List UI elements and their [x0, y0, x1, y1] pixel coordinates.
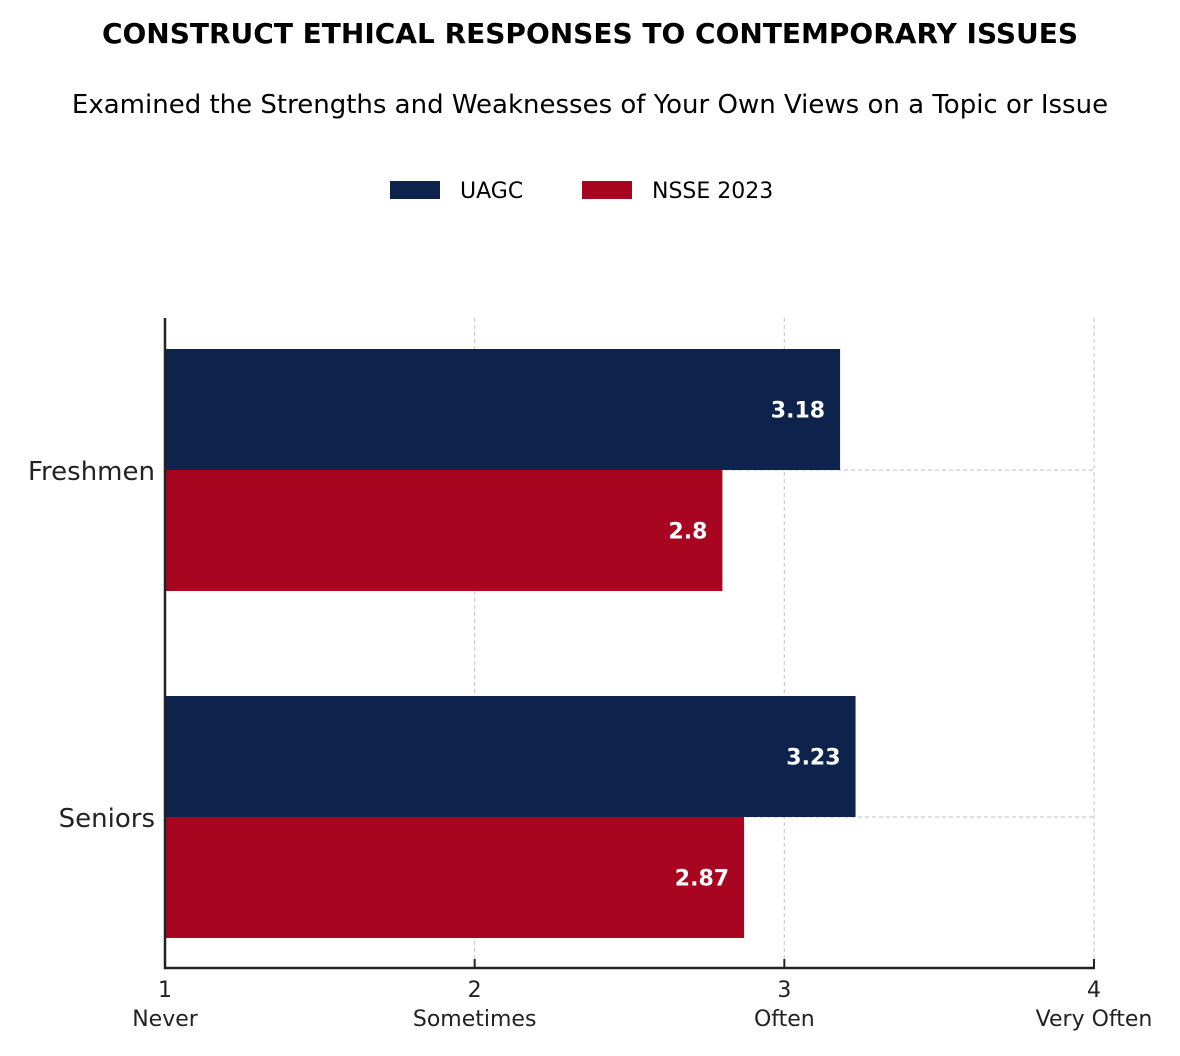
value-label-seniors-uagc: 3.23 — [786, 746, 840, 771]
chart-title: CONSTRUCT ETHICAL RESPONSES TO CONTEMPOR… — [102, 17, 1078, 50]
category-label-seniors: Seniors — [59, 804, 155, 834]
legend-swatch-nsse-2023 — [582, 181, 632, 199]
x-tick-number-1: 1 — [158, 978, 172, 1003]
bar-seniors-uagc — [165, 696, 856, 817]
x-tick-label-often: Often — [754, 1007, 815, 1032]
x-tick-label-sometimes: Sometimes — [413, 1007, 537, 1032]
bar-seniors-nsse-2023 — [165, 817, 745, 938]
x-tick-number-4: 4 — [1087, 978, 1101, 1003]
x-tick-number-3: 3 — [777, 978, 791, 1003]
x-tick-label-very-often: Very Often — [1036, 1007, 1153, 1032]
x-tick-label-never: Never — [132, 1007, 199, 1032]
value-label-seniors-nsse-2023: 2.87 — [675, 867, 729, 892]
bars: 3.18 2.8 3.23 2.87 — [165, 349, 856, 938]
chart-subtitle: Examined the Strengths and Weaknesses of… — [72, 90, 1108, 120]
bar-freshmen-nsse-2023 — [165, 470, 723, 591]
legend: UAGC NSSE 2023 — [390, 179, 773, 204]
value-label-freshmen-uagc: 3.18 — [771, 399, 825, 424]
axes — [163, 318, 1095, 970]
legend-swatch-uagc — [390, 181, 440, 199]
x-tick-number-2: 2 — [468, 978, 482, 1003]
category-label-freshmen: Freshmen — [28, 457, 155, 487]
ticks: Freshmen Seniors 1 Never 2 Sometimes 3 Often 4 Ve… — [28, 457, 1152, 1032]
value-label-freshmen-nsse-2023: 2.8 — [668, 520, 707, 545]
bar-freshmen-uagc — [165, 349, 841, 470]
legend-label-uagc: UAGC — [460, 179, 523, 204]
legend-label-nsse-2023: NSSE 2023 — [652, 179, 773, 204]
